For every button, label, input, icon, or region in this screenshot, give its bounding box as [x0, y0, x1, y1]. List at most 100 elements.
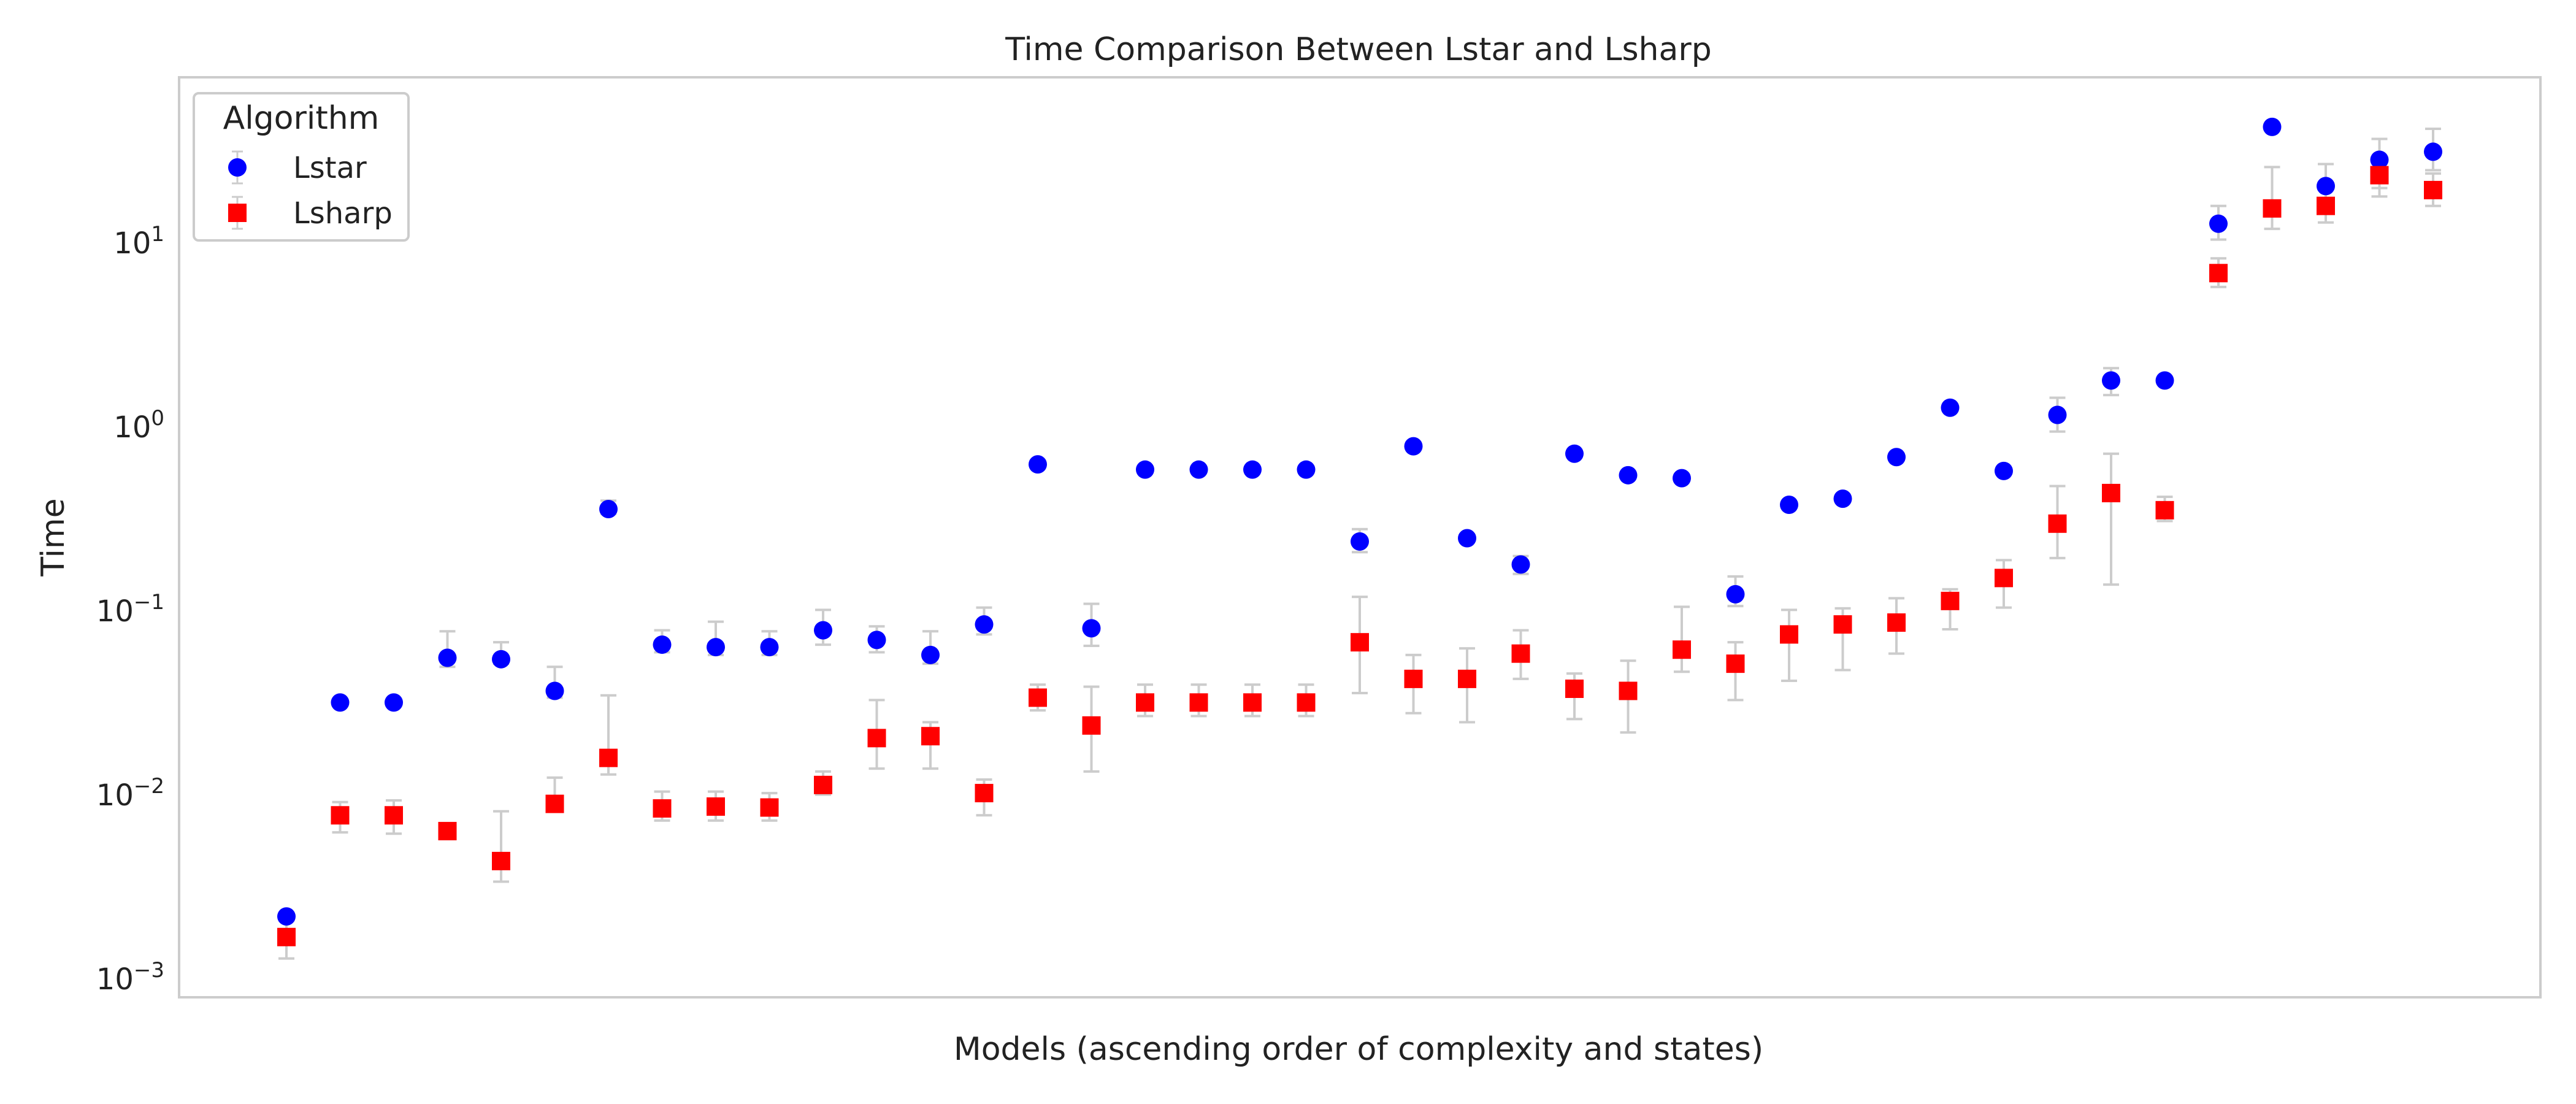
lstar-point — [867, 631, 886, 650]
lstar-point — [2155, 371, 2174, 390]
lstar-point — [2424, 142, 2442, 161]
lstar-point — [1780, 495, 1798, 514]
legend-label-lsharp: Lsharp — [293, 196, 393, 231]
lstar-point — [1887, 448, 1906, 467]
lstar-point — [2209, 214, 2228, 233]
lstar-point — [1833, 489, 1852, 508]
y-tick-label: 10−3 — [96, 958, 164, 997]
lstar-point — [1243, 460, 1262, 479]
lstar-point — [545, 681, 564, 700]
lstar-point — [707, 638, 725, 657]
legend-marker-lstar — [228, 158, 247, 177]
lstar-point — [599, 500, 618, 519]
lstar-point — [921, 645, 940, 664]
lsharp-point — [867, 729, 886, 748]
lstar-point — [331, 693, 350, 712]
data-markers — [277, 117, 2442, 946]
lsharp-point — [1458, 669, 1476, 688]
chart-title: Time Comparison Between Lstar and Lsharp — [1005, 31, 1712, 68]
y-tick-label: 10−2 — [96, 774, 164, 813]
lstar-point — [653, 635, 672, 654]
lstar-point — [975, 615, 994, 634]
lstar-point — [1189, 460, 1208, 479]
lstar-point — [277, 907, 296, 926]
lsharp-point — [1833, 615, 1852, 634]
lstar-point — [1404, 437, 1423, 456]
legend-item-lsharp: Lsharp — [228, 196, 393, 231]
legend-item-lstar: Lstar — [228, 150, 367, 185]
lsharp-point — [1673, 640, 1691, 659]
lstar-point — [1082, 619, 1101, 638]
lsharp-point — [545, 794, 564, 813]
lsharp-point — [1351, 633, 1369, 652]
lsharp-point — [1082, 716, 1101, 735]
lsharp-point — [814, 775, 832, 794]
lstar-point — [2102, 371, 2120, 390]
lstar-point — [1458, 529, 1476, 548]
lsharp-point — [1565, 679, 1584, 698]
lsharp-point — [599, 748, 618, 767]
lsharp-point — [438, 822, 457, 841]
y-tick-label: 101 — [113, 222, 164, 261]
lsharp-point — [1780, 625, 1798, 644]
lstar-point — [1673, 469, 1691, 488]
lsharp-point — [1726, 654, 1745, 673]
legend-marker-lsharp — [228, 204, 247, 222]
lstar-point — [1297, 460, 1316, 479]
legend-entries: Lstar Lsharp — [228, 150, 393, 231]
lsharp-point — [653, 799, 672, 818]
lsharp-point — [331, 806, 350, 825]
lsharp-point — [2209, 264, 2228, 283]
lstar-point — [1995, 461, 2013, 480]
lstar-point — [2370, 150, 2389, 169]
lsharp-point — [277, 927, 296, 946]
lsharp-error-bar — [1781, 608, 1797, 682]
lsharp-point — [385, 806, 403, 825]
lsharp-point — [921, 727, 940, 746]
lsharp-point — [707, 797, 725, 816]
lstar-point — [2048, 405, 2067, 424]
lstar-point — [438, 648, 457, 667]
y-axis-ticks: 10−3 10−2 10−1 100 101 — [96, 222, 164, 997]
lstar-point — [1941, 398, 1960, 417]
lstar-point — [1351, 532, 1369, 551]
lstar-point — [385, 693, 403, 712]
lsharp-point — [1136, 693, 1154, 712]
lsharp-point — [2263, 199, 2282, 218]
lsharp-point — [2048, 514, 2067, 533]
lsharp-point — [1029, 688, 1047, 707]
lsharp-point — [492, 851, 510, 870]
lsharp-point — [2155, 500, 2174, 519]
lsharp-point — [1941, 591, 1960, 610]
lstar-point — [814, 621, 832, 640]
lsharp-point — [2102, 483, 2120, 502]
lsharp-error-bar — [1674, 605, 1690, 673]
legend-label-lstar: Lstar — [293, 151, 367, 185]
lstar-point — [1619, 466, 1638, 485]
y-axis-label: Time — [35, 498, 72, 577]
lsharp-error-bar — [2103, 452, 2119, 586]
lsharp-point — [1619, 681, 1638, 700]
legend-box — [193, 92, 410, 242]
lsharp-point — [1297, 693, 1316, 712]
y-tick-label: 10−1 — [96, 590, 164, 629]
lsharp-point — [2317, 196, 2335, 215]
y-tick-label: 100 — [113, 406, 164, 445]
legend: Algorithm Lstar Lsharp — [193, 92, 410, 242]
lstar-point — [2317, 177, 2335, 196]
lstar-point — [1565, 444, 1584, 463]
lstar-point — [760, 638, 779, 657]
lstar-point — [492, 650, 510, 669]
lstar-point — [2263, 117, 2282, 136]
x-axis-label: Models (ascending order of complexity an… — [954, 1031, 1763, 1068]
lsharp-point — [1243, 693, 1262, 712]
lsharp-point — [1404, 669, 1423, 688]
lsharp-point — [1189, 693, 1208, 712]
lsharp-point — [760, 798, 779, 817]
lstar-point — [1029, 455, 1047, 474]
lsharp-point — [2424, 180, 2442, 199]
lsharp-point — [1887, 613, 1906, 632]
lstar-point — [1136, 460, 1154, 479]
lstar-point — [1511, 555, 1530, 574]
